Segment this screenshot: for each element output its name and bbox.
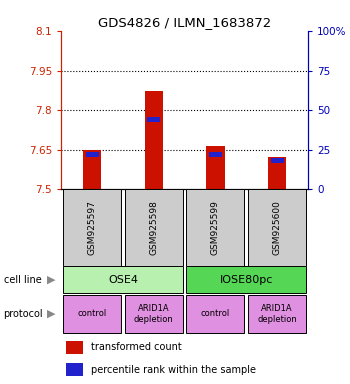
Text: OSE4: OSE4	[108, 275, 138, 285]
Bar	[271, 158, 284, 163]
Text: GSM925599: GSM925599	[211, 200, 220, 255]
Bar	[63, 266, 183, 293]
Text: ▶: ▶	[47, 309, 56, 319]
Text: GSM925598: GSM925598	[149, 200, 158, 255]
Text: transformed count: transformed count	[91, 343, 182, 353]
Bar	[187, 266, 306, 293]
Bar	[125, 189, 183, 266]
Bar	[209, 152, 222, 157]
Bar	[66, 363, 83, 376]
Text: percentile rank within the sample: percentile rank within the sample	[91, 364, 256, 374]
Text: ARID1A
depletion: ARID1A depletion	[257, 304, 297, 324]
Bar	[248, 189, 306, 266]
Bar	[206, 146, 225, 189]
Bar	[147, 117, 160, 122]
Text: GSM925597: GSM925597	[88, 200, 97, 255]
Bar	[66, 341, 83, 354]
Text: protocol: protocol	[4, 309, 43, 319]
Bar	[145, 91, 163, 189]
Bar	[63, 189, 121, 266]
Text: ▶: ▶	[47, 275, 56, 285]
Bar	[268, 157, 286, 189]
Text: ARID1A
depletion: ARID1A depletion	[134, 304, 174, 324]
Bar	[125, 295, 183, 333]
Text: control: control	[77, 310, 107, 318]
Bar	[248, 295, 306, 333]
Text: control: control	[201, 310, 230, 318]
Bar	[63, 295, 121, 333]
Bar	[83, 150, 102, 189]
Text: IOSE80pc: IOSE80pc	[220, 275, 273, 285]
Title: GDS4826 / ILMN_1683872: GDS4826 / ILMN_1683872	[98, 16, 271, 29]
Text: cell line: cell line	[4, 275, 41, 285]
Text: GSM925600: GSM925600	[273, 200, 282, 255]
Bar	[187, 189, 244, 266]
Bar	[187, 295, 244, 333]
Bar	[86, 152, 99, 157]
